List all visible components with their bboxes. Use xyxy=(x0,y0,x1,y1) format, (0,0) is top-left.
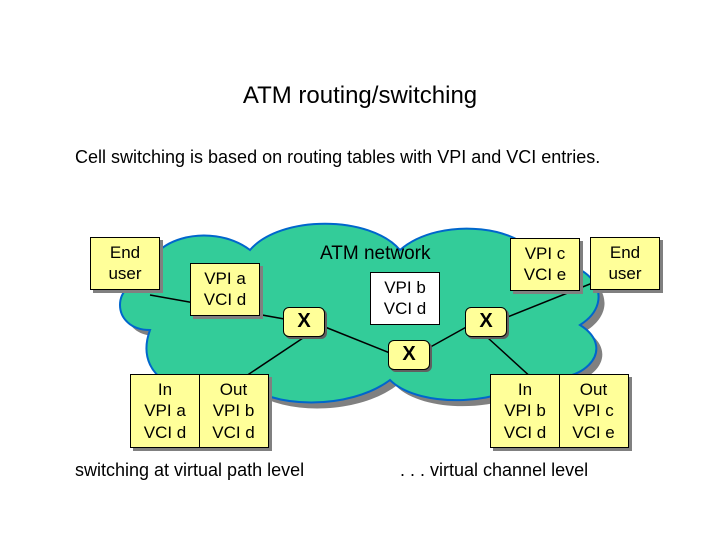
end-user-left-l1: End xyxy=(110,243,140,262)
tr-out-l2: VCI e xyxy=(572,423,615,442)
caption-left: switching at virtual path level xyxy=(75,460,304,481)
tl-out-l2: VCI d xyxy=(212,423,255,442)
vpi-b-l2: VCI d xyxy=(384,299,427,318)
tr-in-l1: VPI b xyxy=(504,401,546,420)
tl-in-h: In xyxy=(158,380,172,399)
end-user-right: End user xyxy=(590,237,660,290)
tr-in-l2: VCI d xyxy=(504,423,547,442)
routing-table-left: In VPI a VCI d Out VPI b VCI d xyxy=(130,374,269,448)
vpi-b-l1: VPI b xyxy=(384,278,426,297)
switch-middle: X xyxy=(388,340,430,370)
vpi-a-l2: VCI d xyxy=(204,290,247,309)
tr-in-h: In xyxy=(518,380,532,399)
end-user-left: End user xyxy=(90,237,160,290)
vpi-a-l1: VPI a xyxy=(204,269,246,288)
end-user-right-l2: user xyxy=(608,264,641,283)
vpi-c-box: VPI c VCI e xyxy=(510,238,580,291)
end-user-right-l1: End xyxy=(610,243,640,262)
vpi-c-l2: VCI e xyxy=(524,265,567,284)
vpi-b-box: VPI b VCI d xyxy=(370,272,440,325)
tl-in-l1: VPI a xyxy=(144,401,186,420)
vpi-a-box: VPI a VCI d xyxy=(190,263,260,316)
switch-left: X xyxy=(283,307,325,337)
tr-out-l1: VPI c xyxy=(573,401,614,420)
tr-out-h: Out xyxy=(580,380,607,399)
switch-right: X xyxy=(465,307,507,337)
vpi-c-l1: VPI c xyxy=(525,244,566,263)
end-user-left-l2: user xyxy=(108,264,141,283)
tl-in-l2: VCI d xyxy=(144,423,187,442)
caption-right: . . . virtual channel level xyxy=(400,460,588,481)
tl-out-l1: VPI b xyxy=(213,401,255,420)
atm-network-label: ATM network xyxy=(320,243,431,265)
tl-out-h: Out xyxy=(220,380,247,399)
routing-table-right: In VPI b VCI d Out VPI c VCI e xyxy=(490,374,629,448)
